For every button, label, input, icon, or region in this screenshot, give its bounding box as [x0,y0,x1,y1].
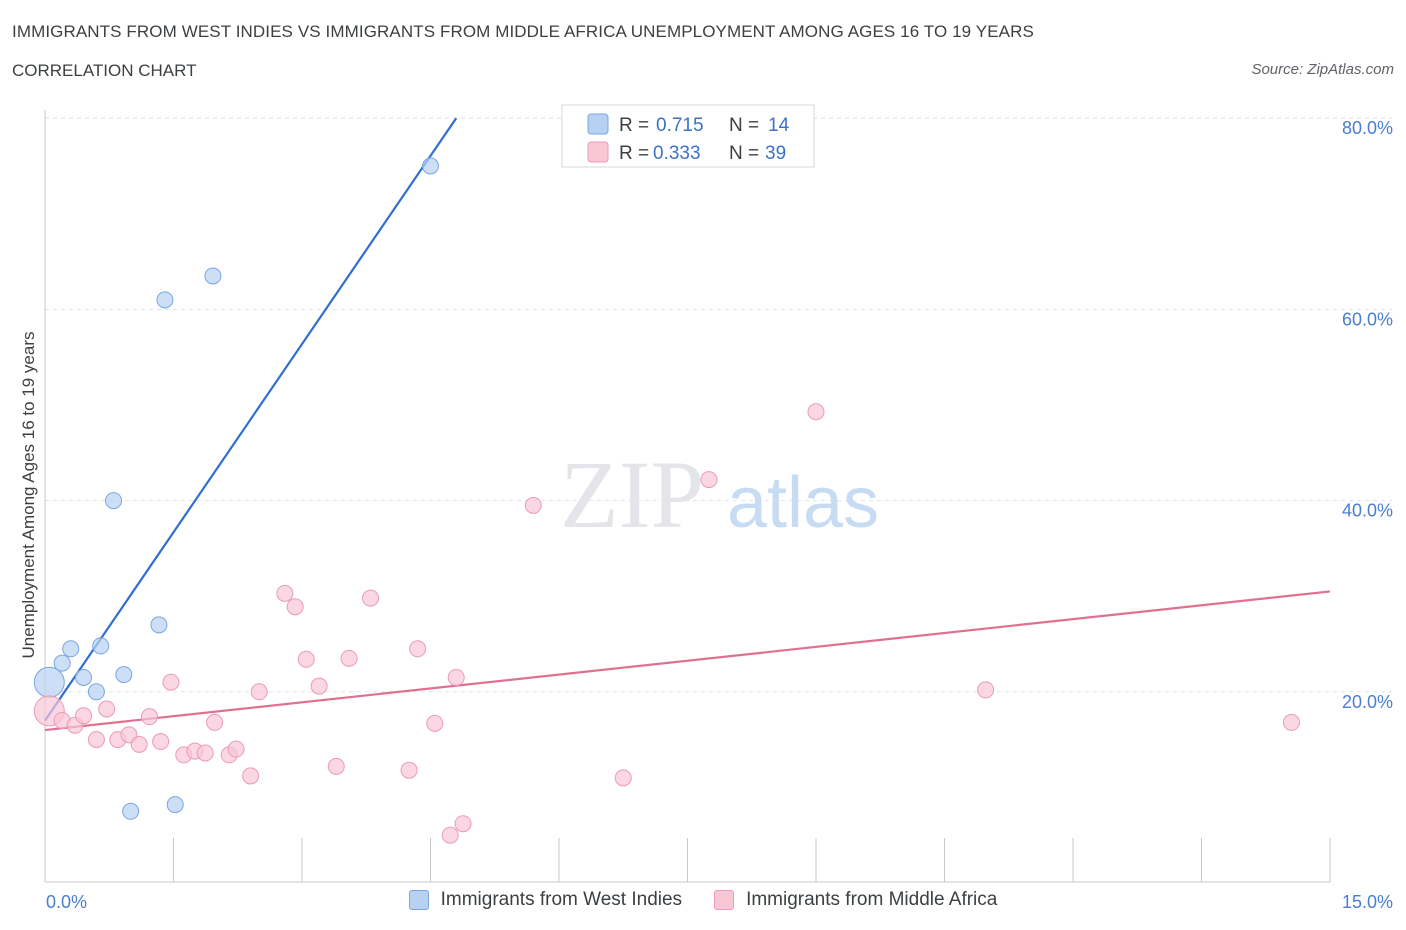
series-legend: Immigrants from West Indies Immigrants f… [0,889,1406,911]
west-indies-point [150,616,168,634]
west-indies-point [122,802,140,820]
middle-africa-point [524,496,542,514]
middle-africa-point [426,714,444,732]
middle-africa-point [75,707,93,725]
correlation-legend: R = 0.715 N = 14 R = 0.333 N = 39 [561,104,815,168]
legend-swatch-middle-africa [714,890,735,910]
middle-africa-point [807,403,825,421]
legend-label-west-indies: Immigrants from West Indies [440,889,683,910]
watermark-atlas: atlas [727,463,879,543]
west-indies-point [105,492,123,510]
legend-n-label: N = [729,115,759,136]
middle-africa-point [130,735,148,753]
legend-label-middle-africa: Immigrants from Middle Africa [746,889,998,910]
middle-africa-point [227,740,245,758]
legend-r-label: R = [619,143,649,164]
middle-africa-point [141,708,159,726]
legend-swatch-west-indies [408,890,429,910]
middle-africa-point [152,733,170,751]
y-tick-label: 80.0% [1342,118,1393,138]
middle-africa-point [87,731,105,749]
watermark: ZIP atlas [560,441,879,548]
middle-africa-point [454,815,472,833]
middle-africa-point [614,769,632,787]
legend-r-value: 0.715 [656,115,704,136]
middle-africa-point [206,713,224,731]
legend-item-west-indies: Immigrants from West Indies [408,889,683,911]
legend-r-label: R = [619,115,649,136]
middle-africa-point [310,677,328,695]
west-indies-point [33,666,65,698]
middle-africa-point [327,757,345,775]
west-indies-point [53,654,71,672]
legend-n-value: 14 [768,115,790,136]
west-indies-point [422,157,439,175]
source-label: Source: ZipAtlas.com [1251,61,1394,78]
axes [44,110,1331,883]
data-points [33,157,1300,844]
middle-africa-point [276,584,294,602]
y-tick-label: 60.0% [1342,309,1393,329]
middle-africa-point [162,673,180,691]
middle-africa-point [242,767,260,785]
west-indies-point [75,668,93,686]
middle-africa-point [977,681,995,699]
middle-africa-point [362,589,380,607]
middle-africa-point [250,683,268,701]
middle-africa-point [700,471,718,489]
legend-n-label: N = [729,143,759,164]
watermark-zip: ZIP [560,441,704,548]
legend-swatch-west-indies [587,113,609,135]
middle-africa-point [447,668,465,686]
x-tick-label: 0.0% [46,892,87,912]
middle-africa-point [98,700,116,718]
middle-africa-point [400,761,418,779]
legend-r-value: 0.333 [653,143,701,164]
y-axis-label: Unemployment Among Ages 16 to 19 years [19,332,38,659]
west-indies-point [87,683,105,701]
middle-africa-point [441,826,459,844]
west-indies-point [62,640,80,658]
west-indies-point [204,267,222,285]
middle-africa-trendline [44,590,1331,732]
middle-africa-point [340,649,358,667]
legend-item-middle-africa: Immigrants from Middle Africa [714,889,997,911]
middle-africa-point [196,744,214,762]
west-indies-point [166,796,184,814]
y-tick-label: 40.0% [1342,501,1393,521]
middle-africa-point [1282,713,1300,731]
tick-labels: 20.0% 40.0% 60.0% 80.0% 0.0% 15.0% [46,118,1393,912]
legend-n-value: 39 [765,143,786,164]
x-tick-label: 15.0% [1342,892,1393,912]
middle-africa-point [409,640,427,658]
west-indies-point [115,666,133,684]
west-indies-point [156,291,174,309]
west-indies-point [92,637,110,655]
middle-africa-point [297,650,315,668]
chart-subtitle: CORRELATION CHART [12,61,197,80]
middle-africa-point [286,598,304,616]
y-tick-label: 20.0% [1342,692,1393,712]
legend-swatch-middle-africa [587,141,609,163]
trend-lines [44,117,1331,732]
chart-title: IMMIGRANTS FROM WEST INDIES VS IMMIGRANT… [12,22,1034,41]
west-indies-trendline [44,117,458,722]
